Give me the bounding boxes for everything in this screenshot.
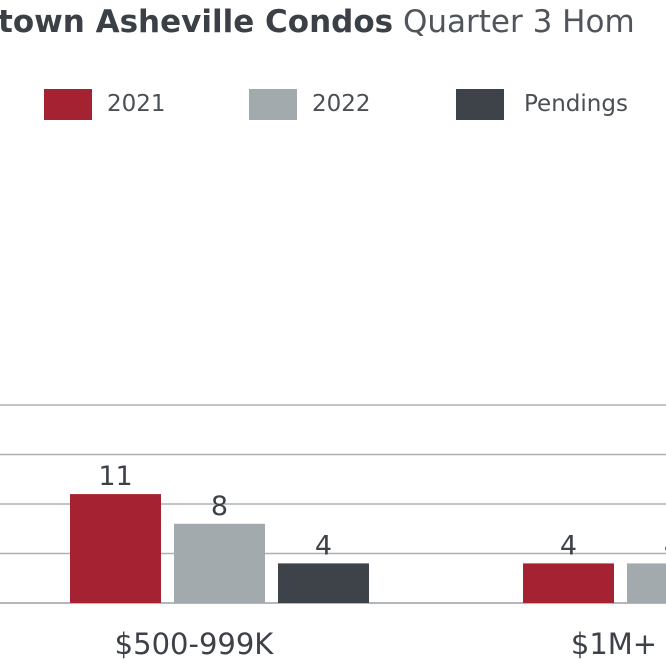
data-label-2021-1: 11 bbox=[98, 461, 132, 492]
bar-2022-2 bbox=[627, 563, 666, 603]
data-label-2022-1: 8 bbox=[211, 491, 228, 522]
x-tick-label-2: $1M+ bbox=[571, 627, 657, 661]
x-tick-label-1: $500-999K bbox=[115, 627, 275, 661]
legend: 2021 2022 Pendings bbox=[0, 86, 666, 122]
chart-title: town Asheville Condos Quarter 3 Hom bbox=[0, 0, 635, 44]
legend-swatch-pendings bbox=[456, 89, 504, 120]
legend-label-pendings: Pendings bbox=[524, 91, 628, 117]
chart-title-light: Quarter 3 Hom bbox=[402, 4, 635, 40]
data-label-2022-2: 4 bbox=[664, 530, 666, 561]
chart-title-bold: town Asheville Condos bbox=[0, 4, 394, 40]
data-label-2021-2: 4 bbox=[560, 530, 577, 561]
data-labels: 11 4 8 4 4 bbox=[98, 461, 666, 561]
legend-swatch-2021 bbox=[44, 89, 92, 120]
bar-pendings-1 bbox=[278, 563, 369, 603]
legend-swatch-2022 bbox=[249, 89, 297, 120]
bar-2022-1 bbox=[174, 523, 265, 603]
bar-2021-1 bbox=[70, 494, 161, 603]
legend-label-2021: 2021 bbox=[107, 91, 166, 117]
data-label-pendings-1: 4 bbox=[315, 530, 332, 561]
bars bbox=[70, 494, 666, 603]
x-tick-labels: $500-999K $1M+ bbox=[115, 627, 657, 661]
bar-2021-2 bbox=[523, 563, 614, 603]
legend-label-2022: 2022 bbox=[312, 91, 371, 117]
